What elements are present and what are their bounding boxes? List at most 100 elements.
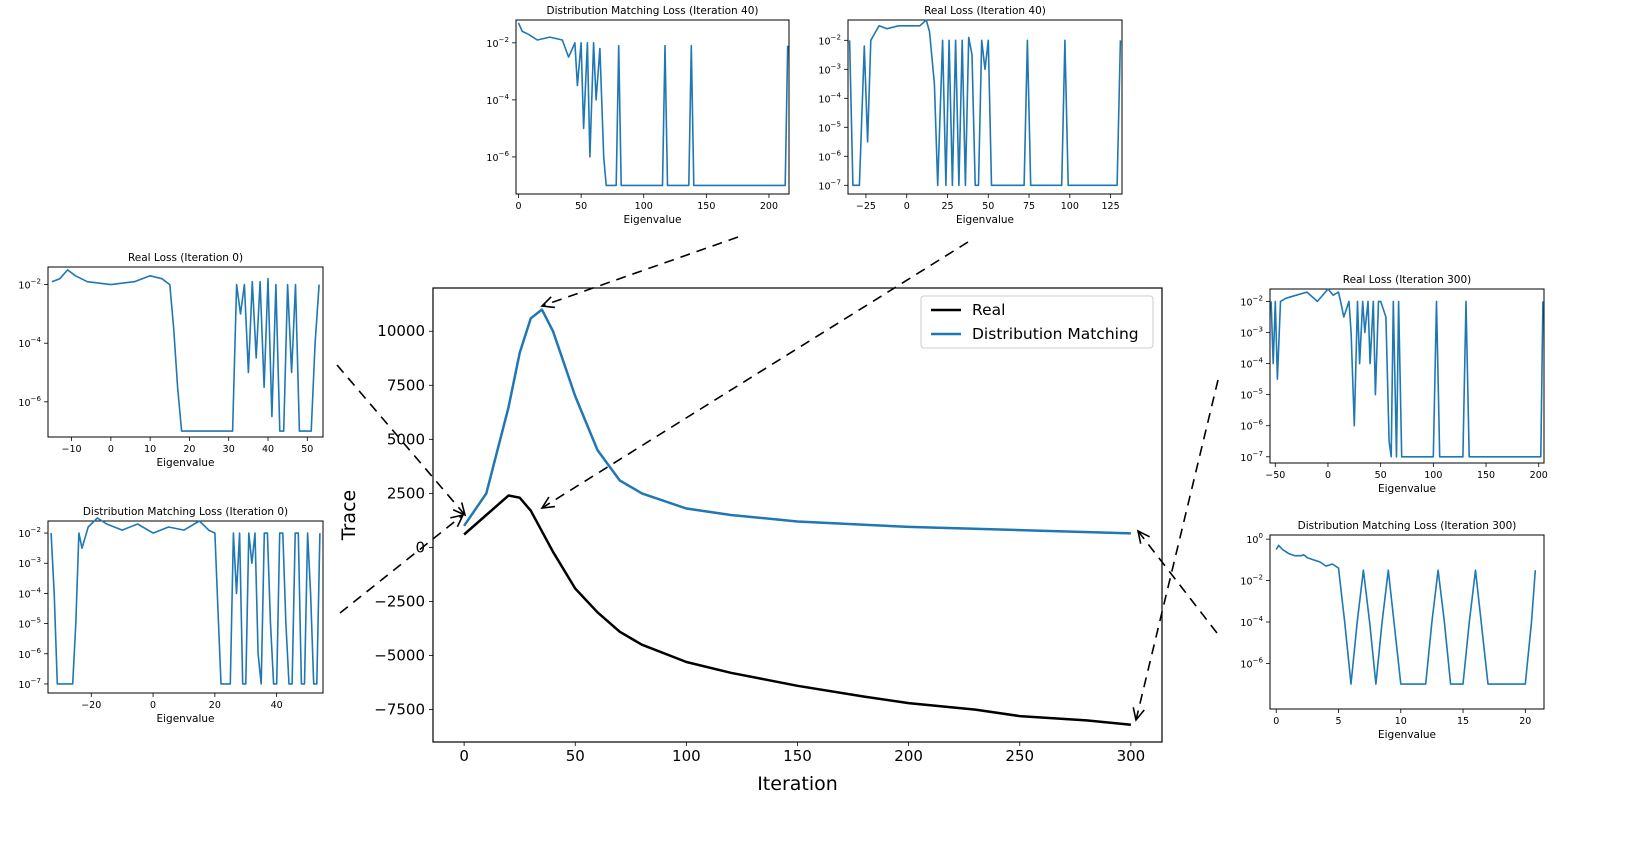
x-axis-label: Iteration — [757, 773, 838, 795]
y-tick-label: 10−4 — [1240, 356, 1263, 371]
y-tick-base: 10 — [18, 680, 30, 691]
connector-arrow-line — [541, 236, 739, 307]
y-tick-base: 10 — [18, 589, 30, 600]
y-tick-exponent: −3 — [31, 555, 41, 564]
y-tick-label: 10−2 — [1240, 293, 1263, 308]
y-tick-exponent: −7 — [1253, 449, 1263, 458]
series-line-dm — [463, 308, 1131, 535]
x-tick-label: 0 — [459, 747, 469, 765]
x-tick-label: −10 — [62, 444, 82, 455]
x-tick-label: 10 — [144, 444, 156, 455]
y-tick-exponent: −2 — [1253, 293, 1263, 302]
y-tick-base: 10 — [818, 36, 830, 47]
y-tick-label: 10−2 — [18, 277, 41, 292]
arrowhead-icon — [1136, 529, 1150, 544]
y-tick-label: 10−5 — [1240, 387, 1263, 402]
y-tick-label: 10−6 — [1240, 418, 1263, 433]
y-tick-label: 10−4 — [486, 92, 509, 107]
legend-label: Distribution Matching — [972, 325, 1139, 343]
y-tick-base: 10 — [1240, 391, 1252, 402]
y-tick-exponent: −6 — [499, 149, 510, 158]
y-tick-base: 10 — [1240, 422, 1252, 433]
chart-title: Distribution Matching Loss (Iteration 30… — [1298, 520, 1517, 532]
x-tick-label: 150 — [1477, 470, 1495, 481]
x-tick-label: 150 — [697, 201, 715, 212]
x-tick-label: 75 — [1023, 201, 1035, 212]
y-tick-base: 10 — [18, 559, 30, 570]
x-tick-label: 0 — [1273, 716, 1279, 727]
arrowhead-icon — [540, 496, 556, 509]
y-tick-label: 7500 — [387, 376, 425, 394]
plot-main: 0 50 100 150 200 250 300 Iteration −7500 −5000 −25… — [338, 287, 1163, 795]
y-tick-exponent: −6 — [31, 394, 42, 403]
y-axis-label: Trace — [338, 490, 360, 541]
chart-title: Real Loss (Iteration 40) — [924, 5, 1046, 17]
x-tick-label: 200 — [1530, 470, 1548, 481]
x-tick-label: −20 — [81, 700, 101, 711]
x-tick-label: 20 — [1519, 716, 1531, 727]
y-tick-label: 10−6 — [18, 646, 41, 661]
y-tick-exponent: −6 — [831, 148, 842, 157]
y-tick-label: −5000 — [374, 647, 425, 665]
y-tick-exponent: −5 — [1253, 387, 1263, 396]
y-tick-label: −7500 — [374, 701, 425, 719]
series-line-spectrum — [51, 269, 320, 432]
y-tick-exponent: −4 — [1253, 614, 1264, 623]
y-tick-label: 10−2 — [486, 35, 509, 50]
y-tick-label: 10−5 — [818, 119, 841, 134]
y-tick-label: 10−3 — [818, 61, 841, 76]
x-tick-label: 0 — [150, 700, 156, 711]
y-tick-base: 10 — [18, 529, 30, 540]
series-line-spectrum — [1275, 544, 1537, 685]
series-line-spectrum — [1270, 288, 1544, 458]
y-tick-exponent: −4 — [831, 90, 842, 99]
x-tick-label: 40 — [262, 444, 274, 455]
y-tick-exponent: −5 — [31, 616, 41, 625]
arrowhead-icon — [540, 296, 556, 309]
y-tick-base: 10 — [1240, 618, 1252, 629]
x-tick-label: 50 — [575, 201, 587, 212]
y-tick-label: 2500 — [387, 484, 425, 502]
y-tick-label: 10−2 — [18, 525, 41, 540]
axes-frame — [515, 19, 790, 195]
x-tick-label: 20 — [209, 700, 221, 711]
y-tick-base: 10 — [1240, 453, 1252, 464]
y-tick-exponent: −3 — [831, 61, 841, 70]
x-tick-label: 100 — [1061, 201, 1079, 212]
y-tick-base: 10 — [818, 152, 830, 163]
y-tick-label: 10−3 — [1240, 325, 1263, 340]
y-tick-label: 100 — [1246, 531, 1263, 546]
x-tick-label: 5 — [1335, 716, 1341, 727]
y-tick-exponent: −2 — [31, 525, 41, 534]
arrowhead-icon — [452, 502, 467, 517]
series-line-spectrum — [848, 19, 1122, 187]
series-line-spectrum — [517, 22, 789, 187]
y-tick-exponent: −2 — [831, 32, 841, 41]
y-tick-exponent: −2 — [31, 277, 41, 286]
series-line-spectrum — [50, 517, 321, 685]
series-line-real — [463, 494, 1132, 726]
x-axis-label: Eigenvalue — [1378, 483, 1436, 495]
arrowhead-icon — [450, 513, 465, 528]
y-tick-base: 10 — [818, 65, 830, 76]
y-tick-exponent: −2 — [1253, 573, 1263, 582]
x-axis-label: Eigenvalue — [956, 214, 1014, 226]
x-axis-label: Eigenvalue — [1378, 729, 1436, 741]
y-tick-label: 10−7 — [818, 177, 841, 192]
y-tick-label: 10−4 — [18, 585, 41, 600]
y-tick-exponent: −4 — [31, 335, 42, 344]
y-tick-base: 10 — [1240, 577, 1252, 588]
y-tick-label: 10−6 — [1240, 655, 1263, 670]
plot-real0: Real Loss (Iteration 0) −10 0 10 20 30 40 50 Eig… — [18, 252, 324, 469]
y-tick-exponent: −2 — [499, 35, 509, 44]
x-axis-label: Eigenvalue — [156, 713, 214, 725]
y-tick-base: 10 — [486, 39, 498, 50]
x-tick-label: 0 — [515, 201, 521, 212]
connector-arrow-line — [1135, 379, 1219, 721]
y-tick-label: 10−4 — [818, 90, 841, 105]
x-tick-label: 0 — [904, 201, 910, 212]
plot-real300: Real Loss (Iteration 300) −50 0 50 100 150 200… — [1240, 274, 1547, 495]
x-tick-label: 20 — [183, 444, 195, 455]
x-tick-label: 30 — [223, 444, 235, 455]
y-tick-exponent: −5 — [831, 119, 841, 128]
